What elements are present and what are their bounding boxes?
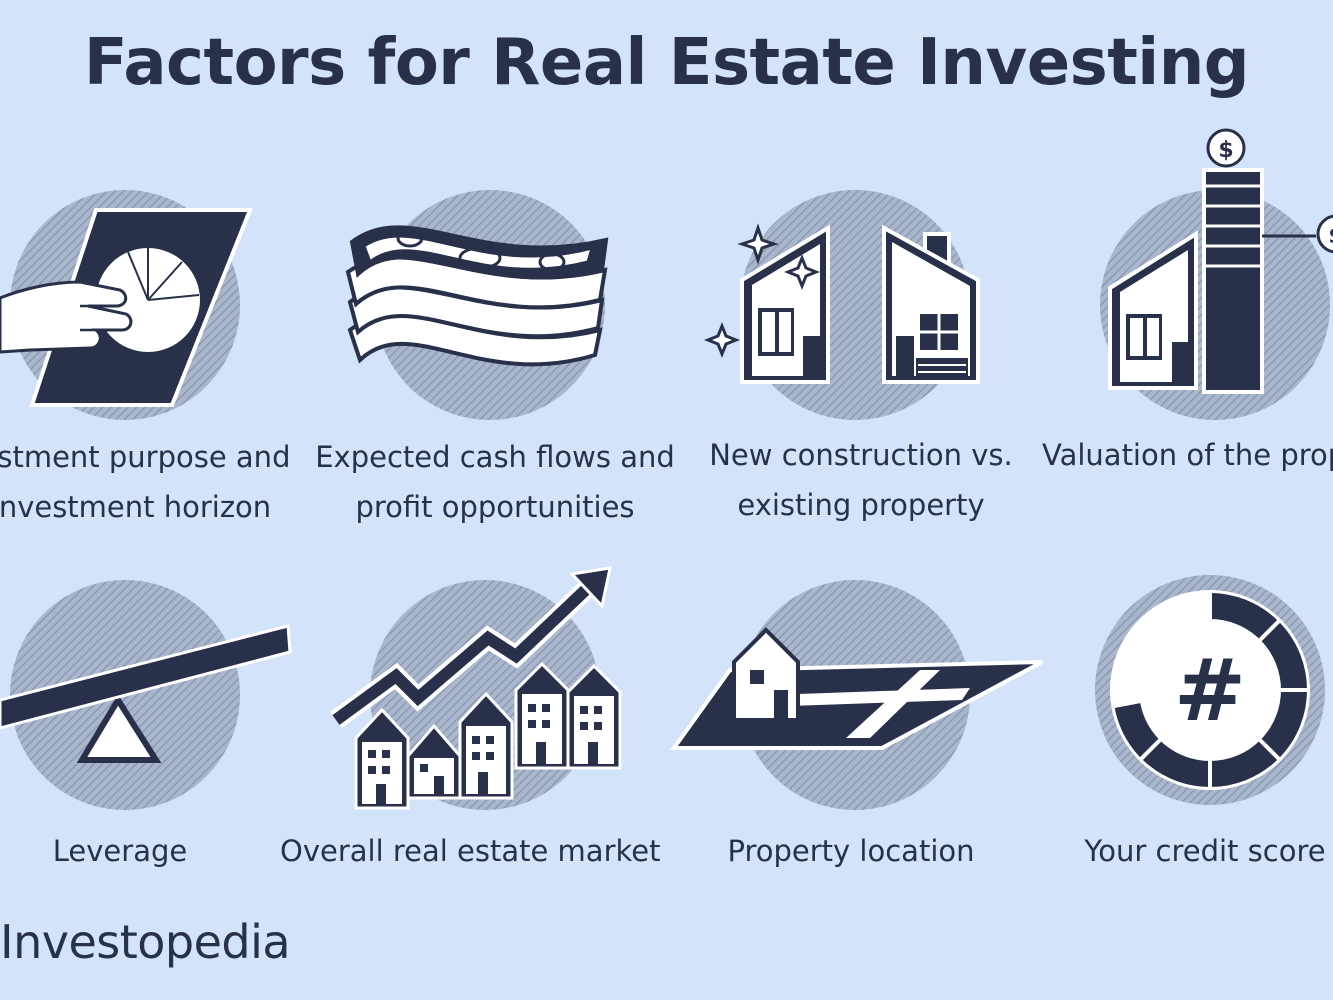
factor-caption: Leverage <box>52 834 188 868</box>
house-valuation-icon: $ $ <box>1100 128 1333 420</box>
factor-market: Overall real estate market <box>280 560 670 900</box>
factor-caption: Overall real estate market <box>280 834 661 868</box>
factor-cash-flows: Expected cash flows and profit opportuni… <box>315 0 675 540</box>
factor-caption: Valuation of the prop <box>1042 438 1333 472</box>
credit-score-gauge-icon: # <box>1095 575 1325 805</box>
factor-credit-score: # Your credit score <box>1050 560 1333 900</box>
page-title: Factors for Real Estate Investing <box>83 26 1250 100</box>
factor-caption: New construction vs. existing property <box>709 438 1013 522</box>
houses-rising-arrow-icon <box>330 566 622 810</box>
factor-caption: estment purpose and nvestment horizon <box>0 440 291 524</box>
factor-caption: Property location <box>727 834 975 868</box>
cash-stack-icon <box>345 190 609 420</box>
factor-investment-purpose: estment purpose and nvestment horizon <box>0 0 330 540</box>
seesaw-lever-icon <box>0 580 292 810</box>
factor-new-vs-existing: New construction vs. existing property <box>700 0 1030 540</box>
brand-logo: Investopedia <box>0 915 291 969</box>
factor-caption: Expected cash flows and profit opportuni… <box>315 440 675 524</box>
new-vs-existing-house-icon <box>703 190 980 420</box>
hand-pie-chart-icon <box>0 190 253 420</box>
factor-caption: Your credit score <box>1084 834 1326 868</box>
factor-location: Property location <box>670 560 1050 900</box>
house-on-map-icon <box>670 580 1043 810</box>
dollar-badge-top: $ <box>1218 138 1233 163</box>
factor-valuation: $ $ Valuation of the prop <box>1040 0 1333 540</box>
dollar-badge-side: $ <box>1328 224 1333 249</box>
factor-leverage: Leverage <box>0 560 330 900</box>
hash-symbol: # <box>1174 641 1246 741</box>
